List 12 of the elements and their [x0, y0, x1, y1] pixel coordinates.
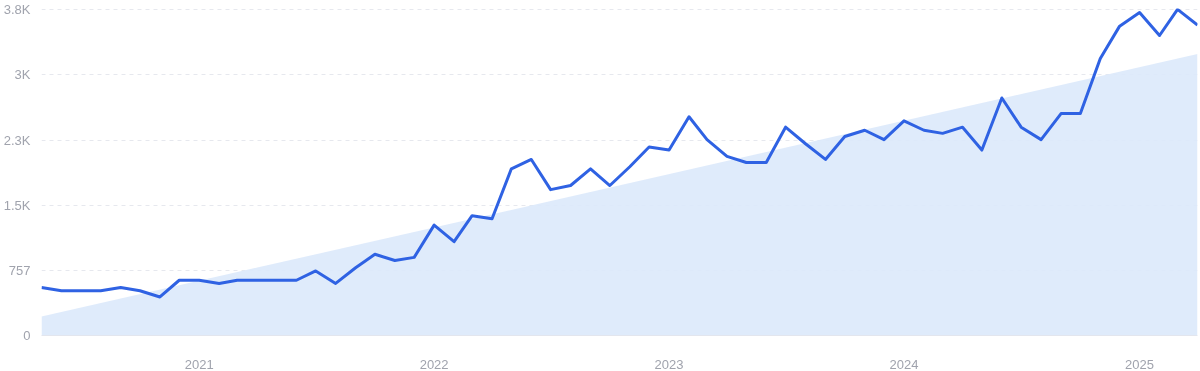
y-tick-label: 2.3K — [3, 132, 31, 148]
x-tick-label: 2022 — [419, 356, 449, 371]
line-series — [41, 8, 1198, 299]
y-tick-label: 757 — [8, 262, 31, 278]
x-tick-label: 2024 — [889, 356, 919, 371]
y-tick-label: 1.5K — [3, 197, 31, 213]
y-tick-label: 3.8K — [3, 2, 31, 18]
y-tick-label: 0 — [23, 328, 31, 343]
x-tick-label: 2025 — [1125, 356, 1155, 371]
y-tick-label: 3K — [14, 67, 31, 83]
x-tick-label: 2021 — [184, 356, 214, 371]
x-tick-label: 2023 — [654, 356, 684, 371]
